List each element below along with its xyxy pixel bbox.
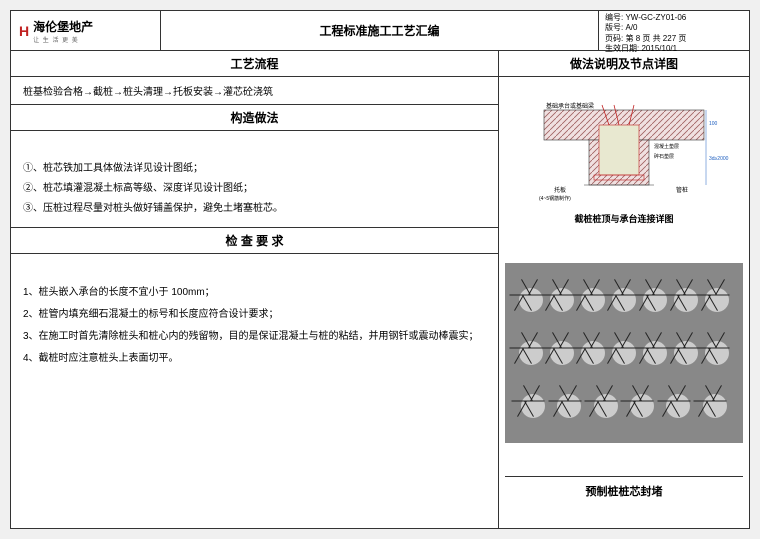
pile xyxy=(516,285,546,315)
construction-list: ①、桩芯铁加工具体做法详见设计图纸； ②、桩芯填灌混凝土标高等级、深度详见设计图… xyxy=(11,131,498,227)
dim2: 3d≥2000 xyxy=(709,156,729,162)
pile xyxy=(591,391,621,421)
section-construction: 构造做法 xyxy=(11,105,498,131)
construction-item: ③、压桩过程尽量对桩头做好铺盖保护，避免土堵塞桩芯。 xyxy=(23,199,486,219)
photo-caption: 预制桩桩芯封堵 xyxy=(505,476,743,505)
pile xyxy=(578,285,608,315)
header: H 海伦堡地产 让 生 活 更 美 工程标准施工工艺汇编 编号: YW-GC-Z… xyxy=(11,11,749,51)
checks-list: 1、桩头嵌入承台的长度不宜小于 100mm； 2、桩管内填充细石混凝土的标号和长… xyxy=(11,254,498,528)
pile xyxy=(640,338,670,368)
check-item: 4、截桩时应注意桩头上表面切平。 xyxy=(23,348,486,370)
pile xyxy=(609,338,639,368)
pile xyxy=(547,285,577,315)
left-column: 工艺流程 桩基检验合格→截桩→桩头清理→托板安装→灌芯砼浇筑 构造做法 ①、桩芯… xyxy=(11,51,499,528)
pile xyxy=(702,285,732,315)
page-val: 第 8 页 共 227 页 xyxy=(625,34,686,43)
pile xyxy=(578,338,608,368)
label-note1: 托板 xyxy=(554,186,566,194)
pile xyxy=(627,391,657,421)
pile xyxy=(671,338,701,368)
version-val: A/0 xyxy=(625,23,637,32)
logo-mark: H xyxy=(19,23,29,39)
brand-name: 海伦堡地产 xyxy=(33,18,93,35)
pile xyxy=(702,338,732,368)
label-right: 管桩 xyxy=(676,186,688,194)
dim1: 100 xyxy=(709,121,718,127)
right-column: 做法说明及节点详图 xyxy=(499,51,749,528)
pile xyxy=(663,391,693,421)
section-process: 工艺流程 xyxy=(11,51,498,77)
meta-cell: 编号: YW-GC-ZY01-06 版号: A/0 页码: 第 8 页 共 22… xyxy=(599,11,749,50)
label-l2: 碎石垫层 xyxy=(654,153,674,160)
pile xyxy=(640,285,670,315)
doc-title: 工程标准施工工艺汇编 xyxy=(161,11,599,50)
right-header: 做法说明及节点详图 xyxy=(499,51,749,77)
check-item: 2、桩管内填充细石混凝土的标号和长度应符合设计要求； xyxy=(23,304,486,326)
connection-diagram: 基础承台或基础梁 混凝土垫层 碎石垫层 托板 (4~5钢筋制作) 管桩 100 … xyxy=(505,100,743,230)
version-label: 版号: xyxy=(605,23,623,32)
code-label: 编号: xyxy=(605,13,623,22)
brand-sub: 让 生 活 更 美 xyxy=(33,35,93,44)
check-item: 1、桩头嵌入承台的长度不宜小于 100mm； xyxy=(23,282,486,304)
process-flow: 桩基检验合格→截桩→桩头清理→托板安装→灌芯砼浇筑 xyxy=(11,77,498,105)
pile xyxy=(518,391,548,421)
pile-photo xyxy=(505,263,743,443)
right-content: 基础承台或基础梁 混凝土垫层 碎石垫层 托板 (4~5钢筋制作) 管桩 100 … xyxy=(499,77,749,528)
logo-cell: H 海伦堡地产 让 生 活 更 美 xyxy=(11,11,161,50)
document-page: H 海伦堡地产 让 生 活 更 美 工程标准施工工艺汇编 编号: YW-GC-Z… xyxy=(10,10,750,529)
construction-item: ②、桩芯填灌混凝土标高等级、深度详见设计图纸； xyxy=(23,179,486,199)
pile xyxy=(671,285,701,315)
body: 工艺流程 桩基检验合格→截桩→桩头清理→托板安装→灌芯砼浇筑 构造做法 ①、桩芯… xyxy=(11,51,749,528)
label-top: 基础承台或基础梁 xyxy=(546,102,594,110)
pile xyxy=(609,285,639,315)
pile xyxy=(554,391,584,421)
construction-item: ①、桩芯铁加工具体做法详见设计图纸； xyxy=(23,159,486,179)
page-label: 页码: xyxy=(605,34,623,43)
check-item: 3、在施工时首先清除桩头和桩心内的残留物，目的是保证混凝土与桩的粘结，并用钢钎或… xyxy=(23,326,486,348)
pile xyxy=(516,338,546,368)
logo-text: 海伦堡地产 让 生 活 更 美 xyxy=(33,18,93,44)
label-l1: 混凝土垫层 xyxy=(654,143,679,150)
code-val: YW-GC-ZY01-06 xyxy=(625,13,686,22)
label-note2: (4~5钢筋制作) xyxy=(539,195,571,202)
pile xyxy=(700,391,730,421)
diagram-caption: 截桩桩顶与承台连接详图 xyxy=(574,212,673,225)
pile xyxy=(547,338,577,368)
section-checks: 检 查 要 求 xyxy=(11,227,498,254)
